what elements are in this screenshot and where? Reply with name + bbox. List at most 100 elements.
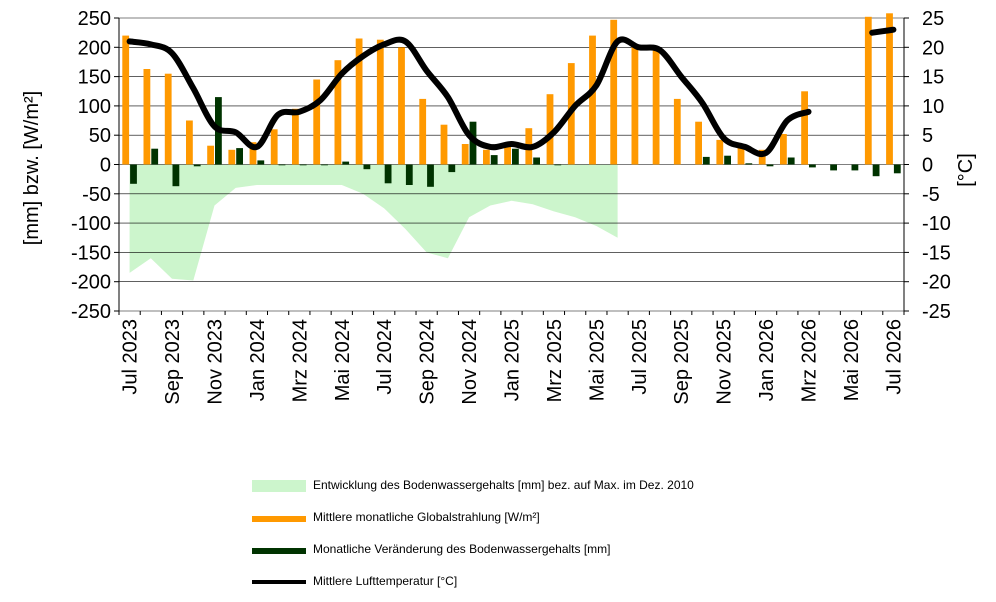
soil-water-change-bar — [427, 164, 434, 187]
radiation-bar — [886, 13, 893, 165]
x-tick-label: Mrz 2025 — [544, 319, 566, 402]
radiation-bar — [652, 50, 660, 165]
soil-water-change-bar — [830, 164, 837, 171]
radiation-bar — [186, 120, 193, 165]
y-tick-label-right: 5 — [922, 125, 933, 147]
legend-swatch-area — [252, 480, 306, 492]
radiation-bar — [292, 108, 299, 165]
radiation-bar — [313, 79, 321, 165]
y-tick-label-left: -200 — [71, 272, 111, 294]
axes — [114, 17, 909, 315]
x-tick-label: Sep 2025 — [671, 319, 693, 405]
tick-labels: 250200150100500-50-100-150-200-250252015… — [71, 8, 951, 405]
x-tick-label: Sep 2024 — [417, 319, 439, 405]
x-tick-label: Jan 2024 — [247, 319, 269, 401]
soil-water-change-bar — [321, 164, 328, 166]
soil-water-change-bar — [745, 163, 753, 165]
radiation-bar — [546, 94, 554, 165]
x-tick-label: Jan 2026 — [756, 319, 778, 401]
soil-water-change-bar — [766, 164, 774, 167]
legend-swatch-green-bar — [252, 548, 306, 554]
soil-water-change-bar — [363, 164, 371, 170]
soil-water-change-bar — [151, 148, 159, 165]
soil-water-change-bar — [130, 164, 137, 184]
radiation-bar — [249, 142, 257, 165]
soil-water-change-bar — [533, 157, 540, 165]
radiation-bar — [673, 98, 681, 165]
y-tick-label-left: 50 — [89, 125, 111, 147]
legend-label: Mittlere monatliche Globalstrahlung [W/m… — [313, 510, 540, 524]
radiation-bar — [695, 121, 702, 165]
soil-water-change-bar — [342, 161, 350, 165]
y-tick-label-left: -150 — [71, 242, 111, 264]
soil-water-change-bar — [809, 164, 816, 168]
y-axis-label-left: [mm] bzw. [W/m²] — [21, 91, 43, 245]
radiation-bar — [864, 16, 872, 165]
soil-water-content-area — [129, 164, 618, 281]
y-tick-label-left: -50 — [82, 184, 111, 206]
radiation-bar — [270, 129, 278, 165]
legend-label: Mittlere Lufttemperatur [°C] — [313, 574, 458, 588]
soil-water-change-bar — [257, 160, 265, 165]
soil-water-change-bar — [384, 164, 392, 184]
soil-water-change-bar — [872, 164, 880, 177]
radiation-bar — [504, 145, 511, 165]
y-axis-label-right: [°C] — [955, 153, 977, 187]
soil-water-change-bar — [299, 164, 307, 166]
x-tick-label: Mai 2025 — [586, 319, 608, 401]
legend-swatch-line — [252, 580, 306, 584]
radiation-bar — [589, 35, 596, 165]
y-tick-label-right: 25 — [922, 8, 944, 30]
soil-water-change-bar — [893, 164, 901, 174]
y-tick-label-left: 200 — [78, 37, 111, 59]
legend-label: Entwicklung des Bodenwassergehalts [mm] … — [313, 478, 694, 492]
soil-water-change-bar — [554, 164, 562, 166]
x-tick-label: Jul 2024 — [374, 319, 396, 395]
y-tick-label-left: -250 — [71, 301, 111, 323]
temperature-line-segment-2 — [869, 26, 897, 36]
soil-water-change-bar — [787, 157, 795, 165]
y-tick-label-right: -10 — [922, 213, 951, 235]
bars — [122, 13, 901, 187]
radiation-bar — [164, 73, 172, 165]
y-tick-label-right: 15 — [922, 67, 944, 89]
radiation-bar — [419, 98, 427, 165]
y-tick-label-right: -20 — [922, 272, 951, 294]
radiation-bar — [207, 145, 214, 165]
radiation-bar — [610, 19, 618, 165]
radiation-bar — [631, 44, 639, 165]
x-tick-label: Jul 2026 — [883, 319, 905, 395]
radiation-bar — [801, 91, 808, 165]
soil-water-change-bar — [490, 155, 498, 165]
soil-water-area-segment-2 — [405, 164, 618, 238]
radiation-bar — [122, 35, 130, 165]
soil-water-change-bar — [193, 164, 201, 167]
radiation-bar — [737, 144, 745, 165]
y-tick-label-right: 10 — [922, 96, 944, 118]
radiation-bar — [461, 144, 469, 165]
soil-water-change-bar — [469, 121, 477, 165]
x-tick-label: Mai 2026 — [841, 319, 863, 401]
x-tick-label: Sep 2023 — [162, 319, 184, 405]
y-tick-label-right: -15 — [922, 242, 951, 264]
soil-water-change-bar — [172, 164, 180, 187]
radiation-bar — [758, 149, 766, 165]
y-tick-label-left: -100 — [71, 213, 111, 235]
soil-water-change-bar — [236, 148, 243, 165]
y-tick-label-left: 250 — [78, 8, 111, 30]
x-tick-label: Jul 2023 — [120, 319, 142, 395]
radiation-bar — [780, 134, 787, 165]
x-tick-label: Jan 2025 — [502, 319, 524, 401]
x-tick-label: Nov 2025 — [714, 319, 736, 405]
y-tick-label-left: 150 — [78, 67, 111, 89]
radiation-bar — [228, 149, 236, 165]
radiation-bar — [440, 124, 448, 165]
x-tick-label: Mai 2024 — [332, 319, 354, 401]
temperature-line-segment-1 — [126, 36, 812, 158]
x-tick-label: Mrz 2024 — [289, 319, 311, 402]
x-tick-label: Nov 2023 — [205, 319, 227, 405]
y-tick-label-left: 100 — [78, 96, 111, 118]
radiation-bar — [716, 139, 724, 165]
y-tick-label-right: 20 — [922, 37, 944, 59]
